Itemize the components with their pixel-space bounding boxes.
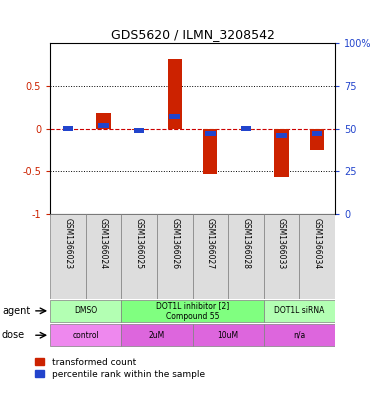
Bar [312, 131, 323, 136]
FancyBboxPatch shape [121, 300, 264, 322]
FancyBboxPatch shape [50, 324, 121, 346]
Bar [310, 129, 324, 150]
Bar [98, 123, 109, 128]
FancyBboxPatch shape [85, 214, 121, 299]
FancyBboxPatch shape [192, 214, 228, 299]
Title: GDS5620 / ILMN_3208542: GDS5620 / ILMN_3208542 [110, 28, 275, 40]
FancyBboxPatch shape [157, 214, 192, 299]
Bar [203, 129, 218, 174]
Text: GSM1366025: GSM1366025 [135, 218, 144, 269]
FancyBboxPatch shape [121, 324, 192, 346]
FancyBboxPatch shape [192, 324, 264, 346]
Bar [167, 59, 182, 129]
Text: GSM1366023: GSM1366023 [64, 218, 72, 269]
Text: agent: agent [2, 306, 30, 316]
Text: GSM1366027: GSM1366027 [206, 218, 215, 269]
FancyBboxPatch shape [228, 214, 264, 299]
Bar [96, 113, 110, 129]
Bar [276, 133, 287, 138]
FancyBboxPatch shape [121, 214, 157, 299]
Text: DOT1L inhibitor [2]
Compound 55: DOT1L inhibitor [2] Compound 55 [156, 301, 229, 321]
Text: DOT1L siRNA: DOT1L siRNA [274, 307, 325, 315]
Bar [275, 129, 289, 177]
Bar [169, 114, 180, 119]
Bar [241, 126, 251, 131]
Bar [134, 128, 144, 133]
Text: GSM1366034: GSM1366034 [313, 218, 321, 269]
FancyBboxPatch shape [264, 300, 335, 322]
Bar [62, 126, 73, 131]
Bar [239, 129, 253, 130]
Bar [205, 131, 216, 136]
FancyBboxPatch shape [50, 300, 121, 322]
FancyBboxPatch shape [264, 324, 335, 346]
Legend: transformed count, percentile rank within the sample: transformed count, percentile rank withi… [35, 358, 205, 378]
Text: GSM1366024: GSM1366024 [99, 218, 108, 269]
FancyBboxPatch shape [264, 214, 300, 299]
Text: GSM1366026: GSM1366026 [170, 218, 179, 269]
FancyBboxPatch shape [50, 214, 85, 299]
Text: GSM1366033: GSM1366033 [277, 218, 286, 269]
Text: n/a: n/a [293, 331, 305, 340]
Text: 2uM: 2uM [149, 331, 165, 340]
Text: control: control [72, 331, 99, 340]
Bar [132, 129, 146, 130]
Text: GSM1366028: GSM1366028 [241, 218, 250, 268]
Text: DMSO: DMSO [74, 307, 97, 315]
Text: dose: dose [2, 330, 25, 340]
Text: 10uM: 10uM [218, 331, 239, 340]
FancyBboxPatch shape [300, 214, 335, 299]
